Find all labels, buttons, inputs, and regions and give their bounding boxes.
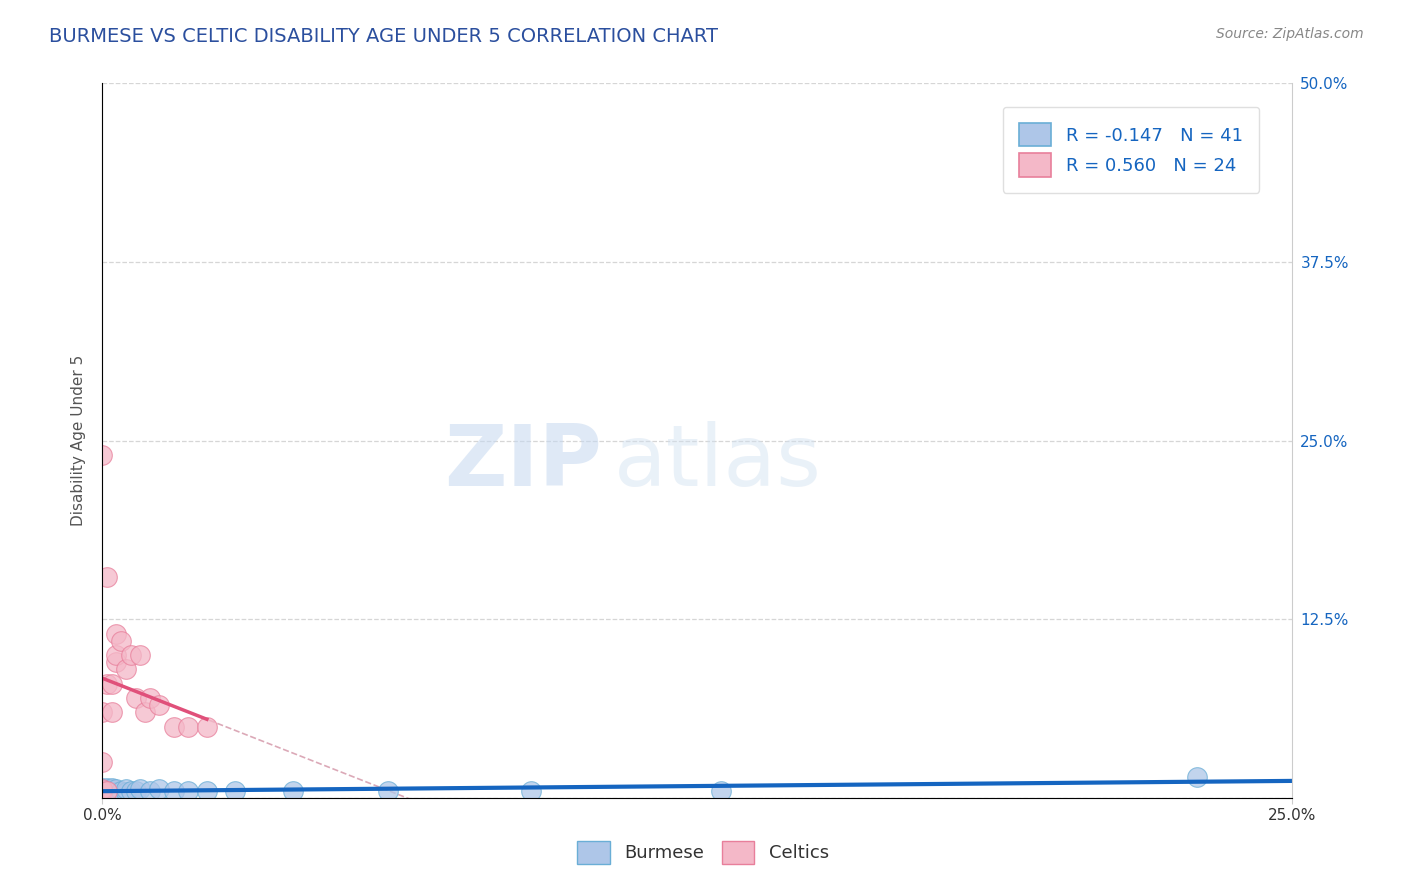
Point (120, 648, 142, 662)
Text: BURMESE VS CELTIC DISABILITY AGE UNDER 5 CORRELATION CHART: BURMESE VS CELTIC DISABILITY AGE UNDER 5… (49, 27, 718, 45)
Point (91, 448, 114, 462)
Point (281, 784, 304, 798)
Point (105, 648, 128, 662)
Point (105, 785, 128, 799)
Legend: R = -0.147   N = 41, R = 0.560   N = 24: R = -0.147 N = 41, R = 0.560 N = 24 (1002, 107, 1260, 193)
Point (139, 691, 162, 706)
Point (162, 720, 184, 734)
Point (96, 785, 118, 799)
Point (148, 782, 170, 797)
Legend: Burmese, Celtics: Burmese, Celtics (562, 826, 844, 879)
Point (195, 720, 218, 734)
Point (91, 706, 114, 720)
Point (91, 784, 114, 798)
Point (91, 787, 114, 801)
Point (177, 720, 200, 734)
Point (96, 784, 118, 798)
Point (100, 785, 122, 799)
Point (129, 648, 152, 662)
Y-axis label: Disability Age Under 5: Disability Age Under 5 (72, 355, 86, 526)
Point (120, 784, 142, 798)
Point (96, 784, 118, 798)
Point (115, 662, 138, 676)
Point (96, 782, 118, 797)
Point (96, 787, 118, 801)
Point (377, 784, 399, 798)
Point (134, 706, 156, 720)
Point (91, 784, 114, 798)
Point (96, 784, 118, 798)
Point (100, 677, 122, 691)
Point (110, 784, 132, 798)
Text: atlas: atlas (614, 421, 823, 504)
Point (105, 655, 128, 669)
Point (162, 784, 184, 798)
Point (124, 784, 146, 798)
Point (96, 782, 118, 797)
Point (91, 780, 114, 795)
Point (124, 691, 146, 706)
Point (100, 782, 122, 797)
Text: ZIP: ZIP (444, 421, 602, 504)
Point (100, 780, 122, 795)
Point (105, 782, 128, 797)
Point (115, 785, 138, 799)
Point (91, 756, 114, 770)
Point (91, 782, 114, 797)
Point (100, 706, 122, 720)
Point (96, 677, 118, 691)
Point (91, 785, 114, 799)
Point (105, 626, 128, 640)
Point (115, 782, 138, 797)
Point (96, 780, 118, 795)
Point (129, 782, 152, 797)
Point (110, 633, 132, 648)
Point (710, 784, 733, 798)
Point (139, 784, 162, 798)
Point (1185, 770, 1208, 784)
Point (100, 784, 122, 798)
Point (91, 784, 114, 798)
Point (177, 784, 200, 798)
Point (96, 784, 118, 798)
Point (91, 784, 114, 798)
Point (91, 785, 114, 799)
Point (96, 785, 118, 799)
Point (96, 569, 118, 583)
Point (195, 784, 218, 798)
Point (519, 784, 541, 798)
Point (224, 784, 246, 798)
Point (91, 782, 114, 797)
Point (148, 698, 170, 713)
Text: Source: ZipAtlas.com: Source: ZipAtlas.com (1216, 27, 1364, 41)
Point (100, 784, 122, 798)
